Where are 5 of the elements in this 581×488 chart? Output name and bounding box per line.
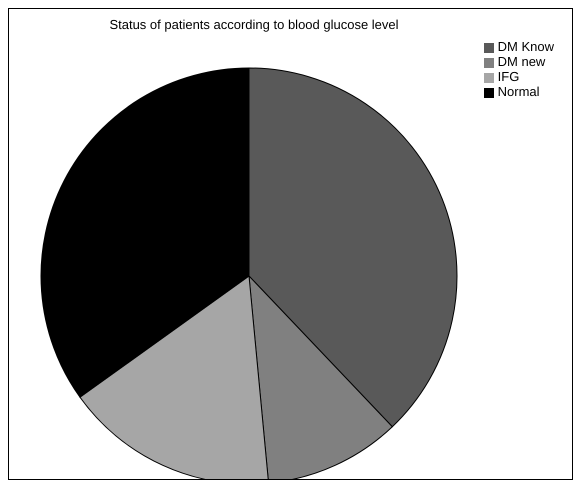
- legend-label: DM Know: [498, 39, 554, 54]
- legend-label: Normal: [498, 84, 540, 99]
- chart-title: Status of patients according to blood glucose level: [108, 17, 400, 32]
- legend-label: DM new: [498, 54, 546, 69]
- legend-label: IFG: [498, 69, 520, 84]
